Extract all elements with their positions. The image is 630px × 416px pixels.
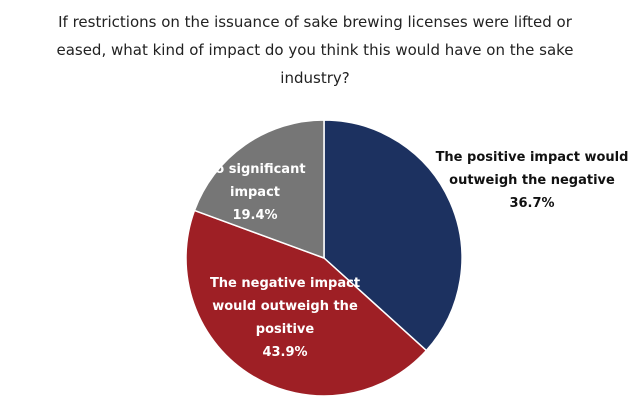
- category-label: No significant impact: [204, 162, 306, 200]
- pie-slice: [323, 119, 463, 352]
- pie-slice: [193, 119, 325, 260]
- pie-slice: [185, 209, 428, 397]
- category-label: The negative impact would outweigh the p…: [209, 276, 361, 337]
- value-label: 36.7%: [509, 196, 555, 211]
- category-label: The positive impact would outweigh the n…: [435, 150, 629, 188]
- slice-label: The negative impact would outweigh the p…: [205, 272, 365, 364]
- value-label: 19.4%: [232, 208, 278, 223]
- slice-label: The positive impact would outweigh the n…: [432, 146, 630, 215]
- value-label: 43.9%: [262, 345, 308, 360]
- chart-title: If restrictions on the issuance of sake …: [56, 13, 574, 87]
- slice-label: No significant impact 19.4%: [195, 158, 315, 227]
